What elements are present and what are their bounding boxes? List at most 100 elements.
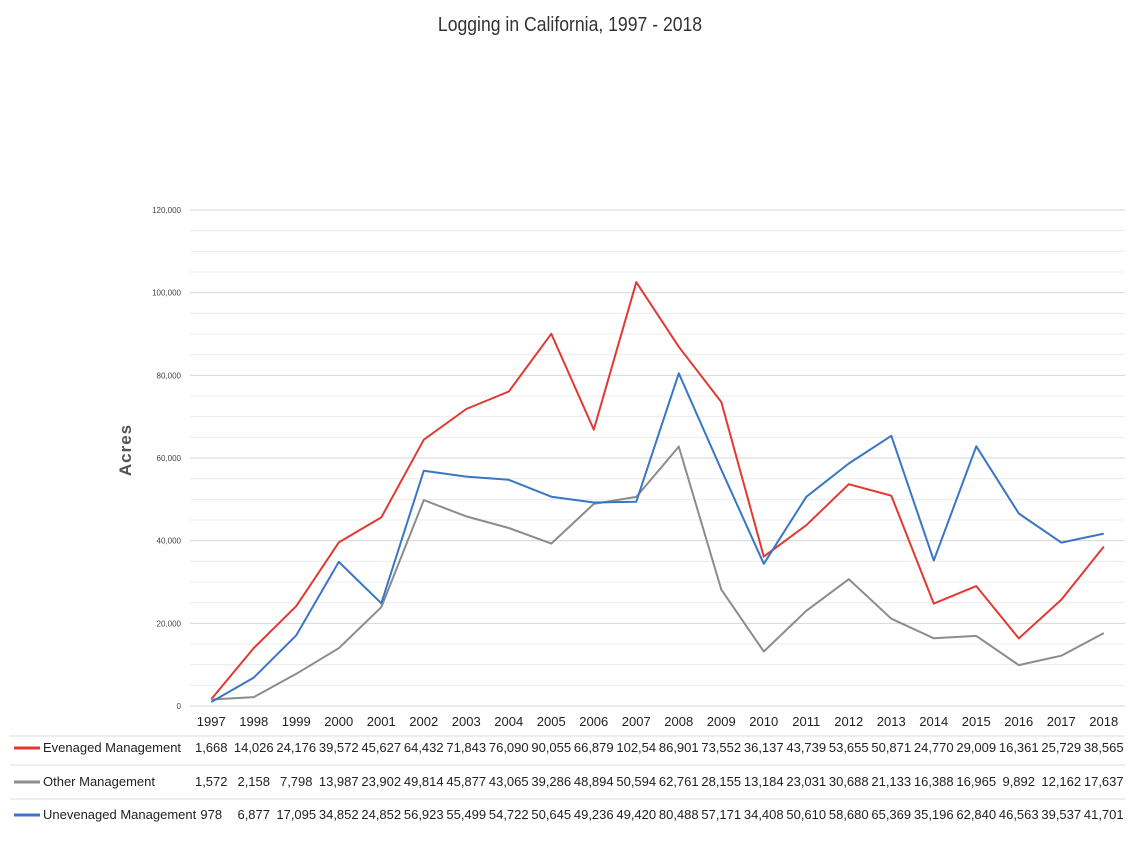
table-cell: 34,852: [319, 807, 359, 822]
table-cell: 24,770: [914, 740, 954, 755]
table-cell: 9,892: [1002, 774, 1035, 789]
table-cell: 1,668: [195, 740, 228, 755]
chart-title: Logging in California, 1997 - 2018: [437, 14, 703, 36]
series-line-unevenaged-management: [210, 372, 1105, 703]
table-cell: 29,009: [956, 740, 996, 755]
gridlines: [190, 209, 1125, 707]
x-tick-label: 2018: [1089, 714, 1118, 729]
x-tick-label: 2003: [452, 714, 481, 729]
x-tick-label: 2008: [664, 714, 693, 729]
legend-label: Unevenaged Management: [43, 807, 197, 822]
table-cell: 23,902: [361, 774, 401, 789]
table-cell: 50,594: [616, 774, 656, 789]
x-tick-label: 2013: [877, 714, 906, 729]
table-cell: 80,488: [659, 807, 699, 822]
y-tick-label: 100,000: [152, 289, 181, 298]
table-cell: 13,184: [744, 774, 784, 789]
table-cell: 64,432: [404, 740, 444, 755]
table-cell: 38,565: [1084, 740, 1124, 755]
x-tick-label: 2010: [749, 714, 778, 729]
table-cell: 49,814: [404, 774, 444, 789]
table-cell: 13,987: [319, 774, 359, 789]
table-cell: 76,090: [489, 740, 529, 755]
table-cell: 102,54: [616, 740, 656, 755]
y-tick-label: 40,000: [157, 537, 182, 546]
series-lines: [210, 281, 1105, 703]
table-cell: 14,026: [234, 740, 274, 755]
table-cell: 17,095: [276, 807, 316, 822]
table-cell: 39,572: [319, 740, 359, 755]
table-cell: 30,688: [829, 774, 869, 789]
y-tick-label: 0: [177, 702, 182, 711]
y-tick-label: 20,000: [157, 619, 182, 628]
table-cell: 34,408: [744, 807, 784, 822]
x-tick-label: 2005: [537, 714, 566, 729]
table-cell: 58,680: [829, 807, 869, 822]
table-cell: 17,637: [1084, 774, 1124, 789]
legend-label: Other Management: [43, 774, 155, 789]
table-cell: 73,552: [701, 740, 741, 755]
table-cell: 21,133: [871, 774, 911, 789]
table-cell: 50,871: [871, 740, 911, 755]
table-cell: 62,840: [956, 807, 996, 822]
table-cell: 55,499: [446, 807, 486, 822]
x-tick-label: 1998: [239, 714, 268, 729]
table-cell: 65,369: [871, 807, 911, 822]
table-cell: 35,196: [914, 807, 954, 822]
y-tick-labels: 0 20,000 40,000 60,000 80,000 100,000 120,000: [152, 206, 181, 711]
table-cell: 24,176: [276, 740, 316, 755]
table-cell: 16,361: [999, 740, 1039, 755]
table-cell: 54,722: [489, 807, 529, 822]
table-cell: 50,645: [531, 807, 571, 822]
table-cell: 24,852: [361, 807, 401, 822]
data-table: 1997 1998 1999 2000 2001 2002 2003 2004 2005 2006…: [10, 714, 1125, 822]
x-tick-label: 2014: [919, 714, 948, 729]
x-tick-label: 2017: [1047, 714, 1076, 729]
table-cell: 43,065: [489, 774, 529, 789]
table-cell: 50,610: [786, 807, 826, 822]
legend-label: Evenaged Management: [43, 740, 181, 755]
x-tick-label: 2016: [1004, 714, 1033, 729]
x-tick-label: 1999: [282, 714, 311, 729]
x-tick-label: 2011: [792, 714, 820, 729]
table-cell: 28,155: [701, 774, 741, 789]
x-tick-label: 2004: [494, 714, 523, 729]
series-line-evenaged-management: [210, 281, 1105, 700]
table-cell: 978: [200, 807, 222, 822]
table-cell: 2,158: [237, 774, 270, 789]
table-cell: 57,171: [701, 807, 741, 822]
table-cell: 48,894: [574, 774, 614, 789]
table-cell: 25,729: [1041, 740, 1081, 755]
table-cell: 16,388: [914, 774, 954, 789]
table-cell: 53,655: [829, 740, 869, 755]
table-cell: 39,537: [1041, 807, 1081, 822]
x-tick-label: 2001: [367, 714, 396, 729]
x-tick-label: 2009: [707, 714, 736, 729]
x-tick-label: 2002: [409, 714, 438, 729]
x-tick-label: 1997: [197, 714, 226, 729]
table-cell: 71,843: [446, 740, 486, 755]
table-cell: 23,031: [786, 774, 826, 789]
table-cell: 7,798: [280, 774, 313, 789]
table-cell: 45,877: [446, 774, 486, 789]
y-tick-label: 80,000: [157, 371, 182, 380]
table-cell: 39,286: [531, 774, 571, 789]
table-cell: 56,923: [404, 807, 444, 822]
table-cell: 45,627: [361, 740, 401, 755]
table-cell: 12,162: [1041, 774, 1081, 789]
table-cell: 16,965: [956, 774, 996, 789]
table-cell: 36,137: [744, 740, 784, 755]
y-tick-label: 120,000: [152, 206, 181, 215]
x-tick-label: 2012: [834, 714, 863, 729]
table-cell: 46,563: [999, 807, 1039, 822]
table-cell: 6,877: [237, 807, 270, 822]
series-line-other-management: [211, 445, 1105, 701]
table-cell: 41,701: [1084, 807, 1124, 822]
x-tick-label: 2000: [324, 714, 353, 729]
x-tick-label: 2007: [622, 714, 651, 729]
table-cell: 1,572: [195, 774, 228, 789]
table-cell: 49,236: [574, 807, 614, 822]
table-cell: 49,420: [616, 807, 656, 822]
table-cell: 43,739: [786, 740, 826, 755]
